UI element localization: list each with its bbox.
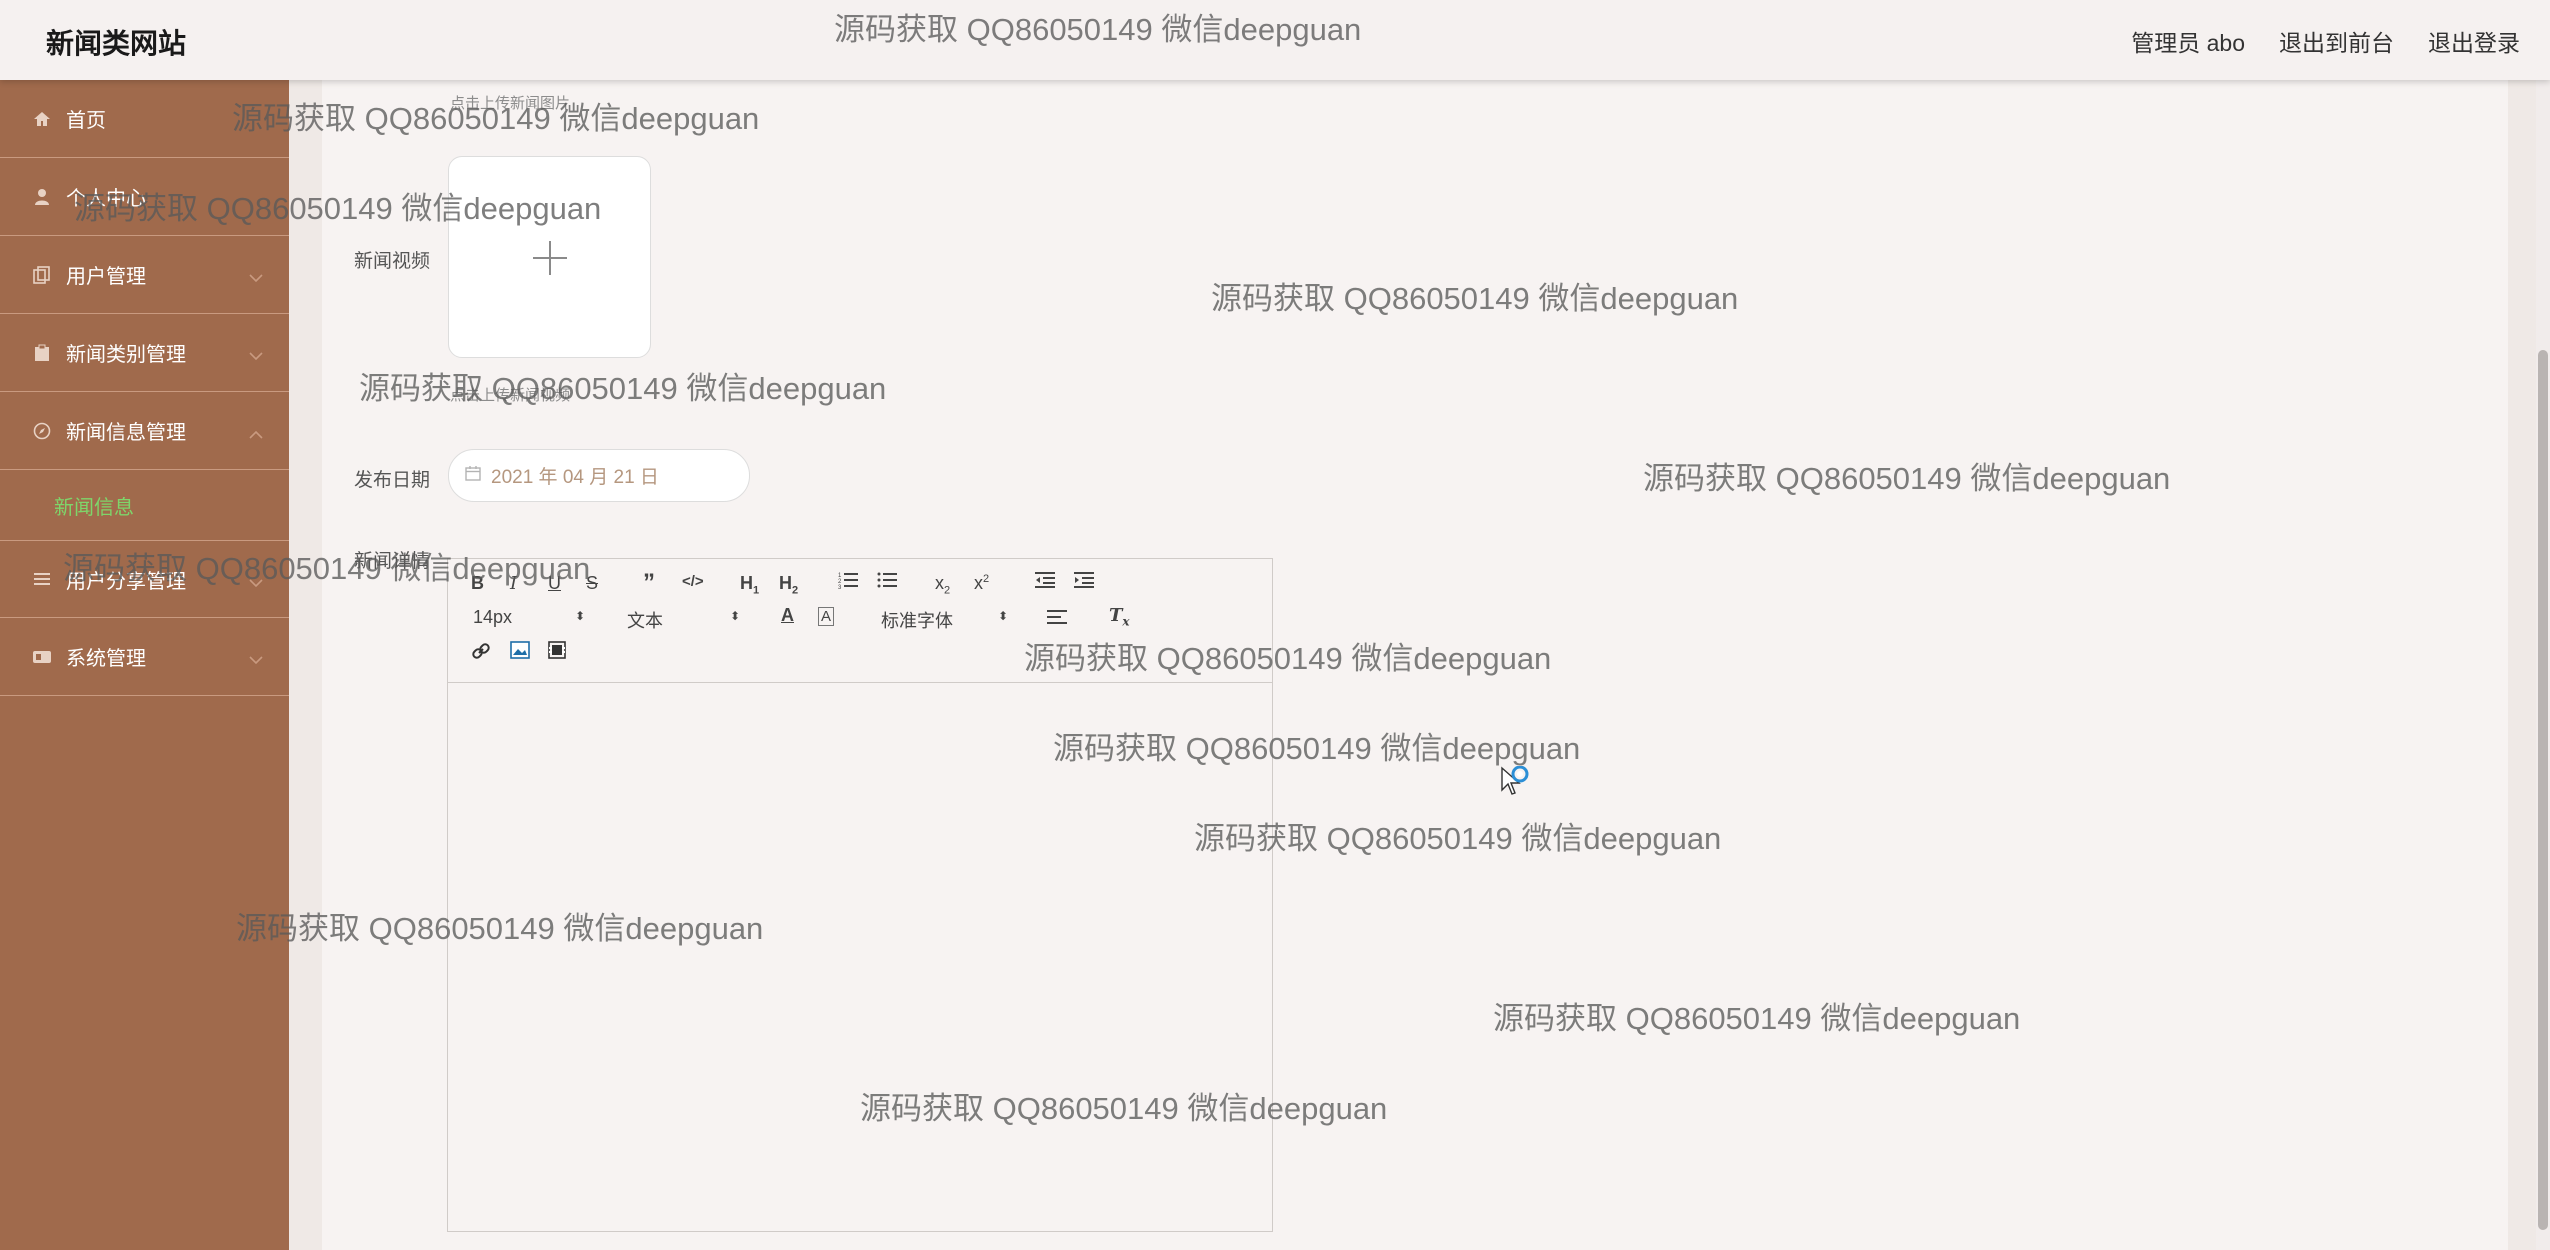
- clipboard-icon: [32, 343, 52, 363]
- font-size-select[interactable]: 14px ⬍: [473, 607, 586, 627]
- svg-text:3: 3: [838, 585, 842, 589]
- background-color-icon[interactable]: A: [818, 607, 835, 626]
- video-upload-hint: 点击上传新闻视频: [450, 387, 571, 404]
- date-label: 发布日期: [354, 470, 431, 491]
- sidebar-item-system[interactable]: 系统管理: [0, 618, 289, 696]
- clear-format-icon[interactable]: Tx: [1109, 605, 1130, 629]
- underline-icon[interactable]: U: [548, 573, 561, 593]
- sidebar-item-news-info[interactable]: 新闻信息管理: [0, 392, 289, 470]
- header-links: 管理员 abo 退出到前台 退出登录: [2131, 24, 2520, 58]
- detail-label: 新闻详情: [354, 551, 431, 572]
- blockquote-icon[interactable]: ”: [643, 569, 655, 596]
- bold-icon[interactable]: B: [471, 573, 484, 593]
- outdent-icon[interactable]: [1035, 571, 1055, 594]
- chevron-down-icon: [249, 344, 263, 367]
- sidebar-item-label: 新闻信息管理: [66, 422, 186, 444]
- chevron-up-icon: [249, 422, 263, 445]
- link-icon[interactable]: [471, 641, 491, 666]
- publish-date-value: 2021 年 04 月 21 日: [491, 467, 659, 488]
- chevron-down-icon: [249, 571, 263, 594]
- font-family-select[interactable]: 标准字体 ⬍: [881, 609, 1009, 631]
- italic-icon[interactable]: I: [510, 573, 518, 594]
- svg-text:2: 2: [838, 579, 842, 585]
- bullet-list-icon[interactable]: [877, 571, 897, 594]
- video-icon[interactable]: [548, 641, 566, 664]
- chevron-down-icon: [249, 266, 263, 289]
- sidebar-item-label: 用户分享管理: [66, 570, 186, 593]
- image-upload-hint: 点击上传新闻图片: [450, 95, 571, 112]
- list-icon: [32, 569, 52, 589]
- video-label: 新闻视频: [354, 251, 431, 272]
- svg-text:1: 1: [838, 573, 842, 579]
- heading1-icon[interactable]: H1: [740, 573, 760, 597]
- copy-icon: [32, 265, 52, 285]
- align-icon[interactable]: [1047, 609, 1067, 630]
- user-icon: [32, 187, 52, 207]
- sidebar-item-label: 新闻类别管理: [66, 344, 186, 366]
- sidebar-item-news-category[interactable]: 新闻类别管理: [0, 314, 289, 392]
- sidebar-item-label: 个人中心: [66, 188, 146, 210]
- calendar-icon: [465, 465, 481, 486]
- dashboard-icon: [32, 647, 52, 667]
- admin-label[interactable]: 管理员 abo: [2131, 30, 2245, 56]
- sidebar-item-users[interactable]: 用户管理: [0, 236, 289, 314]
- video-upload-box[interactable]: [448, 156, 651, 358]
- editor-content-area[interactable]: [448, 683, 1272, 1231]
- subscript-icon[interactable]: x2: [935, 573, 951, 597]
- top-header: 新闻类网站 管理员 abo 退出到前台 退出登录: [0, 0, 2550, 80]
- compass-icon: [32, 421, 52, 441]
- scrollbar-thumb[interactable]: [2538, 350, 2548, 1230]
- publish-date-input[interactable]: 2021 年 04 月 21 日: [448, 449, 750, 502]
- select-arrows-icon: ⬍: [998, 609, 1009, 623]
- sidebar: 首页 个人中心 用户管理 新闻类别管理 新闻信息管理 新闻信息: [0, 80, 289, 1250]
- page-scrollbar[interactable]: [2536, 80, 2550, 1250]
- code-block-icon[interactable]: </>: [682, 573, 704, 590]
- select-arrows-icon: ⬍: [575, 609, 586, 623]
- select-arrows-icon: ⬍: [730, 609, 741, 623]
- back-to-frontend-link[interactable]: 退出到前台: [2279, 30, 2394, 56]
- superscript-icon[interactable]: x2: [974, 573, 990, 593]
- home-icon: [32, 109, 52, 129]
- chevron-down-icon: [249, 648, 263, 671]
- indent-icon[interactable]: [1074, 571, 1094, 594]
- sidebar-item-label: 用户管理: [66, 266, 146, 288]
- heading2-icon[interactable]: H2: [779, 573, 799, 597]
- sidebar-item-profile[interactable]: 个人中心: [0, 158, 289, 236]
- mouse-cursor-icon: [1500, 765, 1532, 807]
- app-title: 新闻类网站: [46, 28, 187, 59]
- sidebar-item-home[interactable]: 首页: [0, 80, 289, 158]
- logout-link[interactable]: 退出登录: [2428, 30, 2520, 56]
- font-color-icon[interactable]: A: [781, 605, 794, 625]
- sidebar-subitem-news[interactable]: 新闻信息: [54, 496, 134, 519]
- sidebar-item-label: 首页: [66, 110, 106, 132]
- image-icon[interactable]: [510, 641, 530, 664]
- sidebar-item-label: 系统管理: [66, 648, 146, 670]
- text-style-select[interactable]: 文本 ⬍: [627, 609, 741, 631]
- sidebar-item-user-share[interactable]: 用户分享管理: [0, 540, 289, 618]
- strikethrough-icon[interactable]: S: [586, 573, 599, 593]
